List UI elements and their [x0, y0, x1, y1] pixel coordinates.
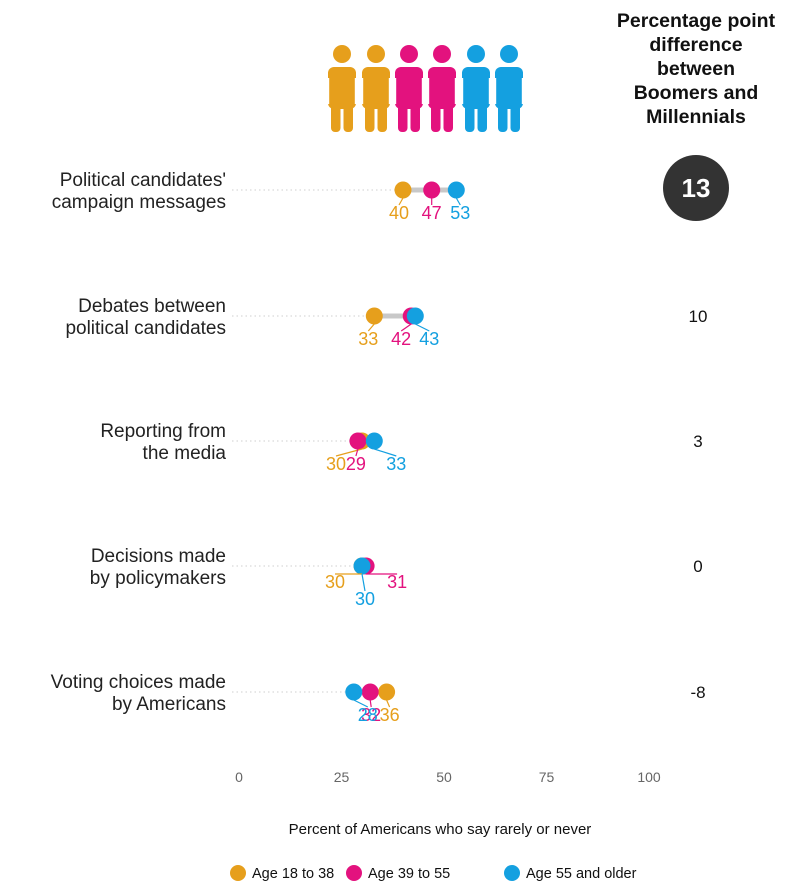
- chart-row: Political candidates'campaign messages 40…: [52, 155, 729, 223]
- data-point: [406, 307, 424, 325]
- data-label: 33: [358, 329, 378, 349]
- legend: Age 18 to 38 Age 39 to 55 Age 55 and older: [230, 865, 637, 882]
- legend-label: Age 39 to 55: [368, 866, 450, 882]
- x-tick-label: 50: [436, 769, 452, 785]
- data-label: 30: [355, 589, 375, 609]
- legend-item: Age 18 to 38: [230, 865, 334, 882]
- data-label: 30: [325, 572, 345, 592]
- category-label: Debates between: [78, 296, 226, 317]
- legend-item: Age 55 and older: [504, 865, 637, 882]
- data-label: 47: [422, 203, 442, 223]
- category-label: campaign messages: [52, 192, 226, 213]
- x-tick-label: 100: [637, 769, 661, 785]
- data-label: 40: [389, 203, 409, 223]
- category-label: by policymakers: [90, 568, 226, 589]
- data-point: [361, 683, 379, 701]
- label-leader: [455, 197, 461, 206]
- label-leader: [374, 448, 397, 457]
- person-icon: [494, 45, 524, 132]
- legend-label: Age 18 to 38: [252, 866, 334, 882]
- category-label: Voting choices made: [51, 672, 226, 693]
- data-point: [365, 307, 383, 325]
- difference-value: 0: [693, 557, 702, 576]
- data-label: 43: [419, 329, 439, 349]
- label-leader: [355, 448, 359, 457]
- data-point: [349, 432, 367, 450]
- category-label: Reporting from: [100, 421, 226, 442]
- data-point: [345, 683, 363, 701]
- label-leader: [386, 699, 391, 708]
- difference-column-title: Percentage pointdifferencebetweenBoomers…: [617, 10, 776, 128]
- data-label: 36: [380, 705, 400, 725]
- label-leader: [415, 323, 430, 332]
- difference-title-line: difference: [649, 34, 742, 56]
- data-point: [423, 181, 441, 199]
- difference-value: 10: [689, 307, 708, 326]
- label-leader: [361, 573, 366, 592]
- category-label: Political candidates': [60, 170, 226, 191]
- people-icon-group: [327, 45, 524, 132]
- data-label: 33: [386, 454, 406, 474]
- data-label: 29: [346, 454, 366, 474]
- label-leader: [400, 323, 412, 332]
- label-leader: [369, 699, 372, 708]
- category-label: Decisions made: [91, 546, 226, 567]
- person-icon: [361, 45, 391, 132]
- chart-rows: Political candidates'campaign messages 40…: [51, 155, 729, 725]
- x-axis-label: Percent of Americans who say rarely or n…: [289, 821, 592, 838]
- data-point: [378, 683, 396, 701]
- data-label: 42: [391, 329, 411, 349]
- label-leader: [367, 323, 375, 332]
- data-point: [365, 432, 383, 450]
- data-label: 28: [358, 705, 378, 725]
- difference-title-line: between: [657, 58, 735, 80]
- category-label: by Americans: [112, 694, 226, 715]
- category-label: the media: [143, 443, 227, 464]
- difference-value: 13: [682, 173, 711, 203]
- difference-title-line: Boomers and: [634, 82, 759, 104]
- legend-swatch: [346, 865, 362, 881]
- legend-swatch: [504, 865, 520, 881]
- data-point: [447, 181, 465, 199]
- data-label: 31: [387, 572, 407, 592]
- x-axis: 0 25 50 75 100: [235, 769, 661, 785]
- data-point: [353, 557, 371, 575]
- difference-value: 3: [693, 432, 702, 451]
- label-leader: [398, 197, 404, 206]
- person-icon: [427, 45, 457, 132]
- difference-highlight-circle: [663, 155, 729, 221]
- person-icon: [461, 45, 491, 132]
- data-label: 53: [450, 203, 470, 223]
- data-point: [394, 181, 412, 199]
- difference-value: -8: [690, 683, 705, 702]
- x-tick-label: 75: [539, 769, 555, 785]
- x-tick-label: 0: [235, 769, 243, 785]
- legend-swatch: [230, 865, 246, 881]
- data-label: 30: [326, 454, 346, 474]
- person-icon: [327, 45, 357, 132]
- person-icon: [394, 45, 424, 132]
- legend-item: Age 39 to 55: [346, 865, 450, 882]
- legend-label: Age 55 and older: [526, 866, 637, 882]
- label-leader: [353, 699, 369, 708]
- difference-title-line: Percentage point: [617, 10, 776, 32]
- difference-title-line: Millennials: [646, 106, 746, 128]
- category-label: political candidates: [65, 318, 226, 339]
- data-label: 32: [361, 705, 381, 725]
- x-tick-label: 25: [334, 769, 350, 785]
